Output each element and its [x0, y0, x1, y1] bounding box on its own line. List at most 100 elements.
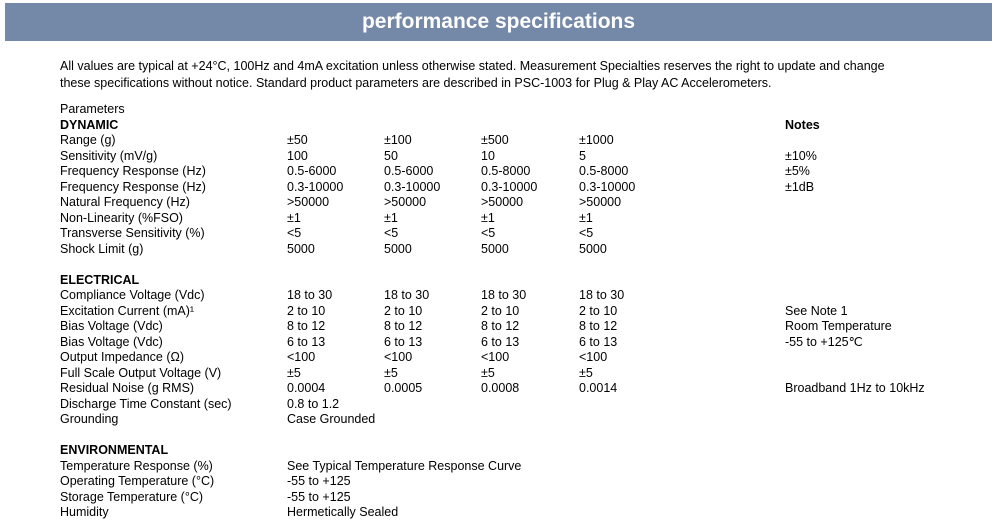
- spec-table: Parameters DYNAMIC Notes Range (g) ±50 ±100 ±…: [60, 102, 925, 521]
- section-gap: [60, 257, 925, 273]
- section-header-row: DYNAMIC Notes: [60, 118, 925, 134]
- parameters-header-row: Parameters: [60, 102, 925, 118]
- spec-row: Range (g) ±50 ±100 ±500 ±1000: [60, 133, 925, 149]
- spec-row: Discharge Time Constant (sec) 0.8 to 1.2: [60, 397, 925, 413]
- intro-paragraph: All values are typical at +24°C, 100Hz a…: [60, 59, 885, 90]
- spec-value: ±500: [481, 133, 509, 147]
- spec-label: Temperature Response (%): [60, 458, 213, 473]
- spec-label: Frequency Response (Hz): [60, 164, 206, 178]
- spec-value: 2 to 10: [579, 303, 618, 318]
- spec-value: 0.3-10000: [579, 179, 636, 194]
- spec-value: ±50: [287, 133, 308, 147]
- spec-value: <5: [481, 226, 496, 240]
- spec-note: ±5%: [785, 164, 810, 178]
- spec-label: Storage Temperature (°C): [60, 489, 204, 504]
- spec-row: Transverse Sensitivity (%) <5 <5 <5 <5: [60, 226, 925, 242]
- spec-value: ±1: [384, 210, 398, 225]
- spec-value: 8 to 12: [384, 319, 423, 333]
- spec-row: Compliance Voltage (Vdc) 18 to 30 18 to 30…: [60, 288, 925, 304]
- spec-label: Residual Noise (g RMS): [60, 381, 195, 395]
- spec-note: Room Temperature: [785, 319, 892, 333]
- spec-row: Sensitivity (mV/g) 100 50 10 5 ±10%: [60, 149, 925, 165]
- spec-value: 6 to 13: [481, 334, 520, 349]
- spec-label: Excitation Current (mA)¹: [60, 303, 195, 318]
- spec-row: Frequency Response (Hz) 0.5-6000 0.5-6000 0…: [60, 164, 925, 180]
- notes-column-heading: Notes: [785, 117, 820, 132]
- spec-value: ±100: [384, 133, 412, 147]
- page-title: performance specifications: [361, 10, 636, 33]
- spec-value: >50000: [481, 195, 524, 209]
- spacer-cell: [287, 118, 384, 134]
- spec-value: 0.0014: [579, 381, 618, 395]
- spec-value: 50: [384, 148, 398, 163]
- spec-value: See Typical Temperature Response Curve: [287, 458, 522, 473]
- spec-label: Shock Limit (g): [60, 241, 144, 256]
- spec-value: 18 to 30: [384, 288, 430, 302]
- spec-value: 0.5-6000: [287, 164, 337, 178]
- spec-row: Bias Voltage (Vdc) 8 to 12 8 to 12 8 to 12 8…: [60, 319, 925, 335]
- spec-row: Operating Temperature (°C) -55 to +125: [60, 474, 925, 490]
- spec-value: Hermetically Sealed: [287, 505, 399, 519]
- spec-label: Bias Voltage (Vdc): [60, 319, 163, 333]
- spec-value: >50000: [384, 195, 427, 209]
- spec-value: 8 to 12: [287, 319, 326, 333]
- spec-label: Compliance Voltage (Vdc): [60, 288, 205, 302]
- spec-value: ±1: [579, 210, 593, 225]
- spec-value: 18 to 30: [481, 288, 527, 302]
- spec-label: Bias Voltage (Vdc): [60, 334, 163, 349]
- spec-value: <5: [287, 226, 302, 240]
- spacer-cell: [579, 118, 785, 134]
- spec-value: 0.0005: [384, 381, 423, 395]
- spec-note: See Note 1: [785, 303, 848, 318]
- spec-label: Discharge Time Constant (sec): [60, 396, 232, 411]
- section-heading: ELECTRICAL: [60, 272, 140, 287]
- parameters-label: Parameters: [60, 102, 125, 116]
- spec-note: ±1dB: [785, 179, 815, 194]
- spec-value: 5: [579, 148, 586, 163]
- spec-value: 0.0008: [481, 381, 520, 395]
- spec-row: Grounding Case Grounded: [60, 412, 925, 428]
- section-header-row: ELECTRICAL: [60, 273, 925, 289]
- spec-row: Full Scale Output Voltage (V) ±5 ±5 ±5 ±5: [60, 366, 925, 382]
- spec-value: <100: [579, 350, 608, 364]
- spec-value: 18 to 30: [287, 288, 333, 302]
- spec-row: Shock Limit (g) 5000 5000 5000 5000: [60, 242, 925, 258]
- spec-value: 5000: [481, 241, 509, 256]
- spec-label: Full Scale Output Voltage (V): [60, 365, 222, 380]
- spec-value: <5: [579, 226, 594, 240]
- spec-label: Range (g): [60, 133, 116, 147]
- spacer-cell: [481, 118, 579, 134]
- spec-value: 0.5-8000: [481, 164, 531, 178]
- spec-value: 0.3-10000: [287, 179, 344, 194]
- spec-label: Frequency Response (Hz): [60, 179, 206, 194]
- spec-label: Transverse Sensitivity (%): [60, 226, 205, 240]
- spec-value: 18 to 30: [579, 288, 625, 302]
- spec-value: 0.5-6000: [384, 164, 434, 178]
- section-gap: [60, 428, 925, 444]
- spec-label: Sensitivity (mV/g): [60, 148, 158, 163]
- spec-value: 8 to 12: [481, 319, 520, 333]
- spec-value: 0.3-10000: [481, 179, 538, 194]
- spec-value: 8 to 12: [579, 319, 618, 333]
- spec-value: ±1: [481, 210, 495, 225]
- spec-value: ±5: [287, 365, 301, 380]
- spec-value: 0.3-10000: [384, 179, 441, 194]
- spec-value: 0.0004: [287, 381, 326, 395]
- spec-value: ±1: [287, 210, 301, 225]
- spec-value: Case Grounded: [287, 412, 376, 426]
- section-heading: DYNAMIC: [60, 117, 119, 132]
- spec-value: -55 to +125: [287, 489, 351, 504]
- spec-value: 100: [287, 148, 308, 163]
- spec-value: 2 to 10: [287, 303, 326, 318]
- section-header-row: ENVIRONMENTAL: [60, 443, 925, 459]
- spec-label: Operating Temperature (°C): [60, 474, 215, 488]
- spec-value: 5000: [579, 241, 607, 256]
- spec-value: 10: [481, 148, 495, 163]
- spec-row: Frequency Response (Hz) 0.3-10000 0.3-1000…: [60, 180, 925, 196]
- spacer-cell: [384, 118, 481, 134]
- spec-note: ±10%: [785, 148, 817, 163]
- spec-value: ±5: [481, 365, 495, 380]
- spec-value: ±5: [579, 365, 593, 380]
- spec-value: 0.5-8000: [579, 164, 629, 178]
